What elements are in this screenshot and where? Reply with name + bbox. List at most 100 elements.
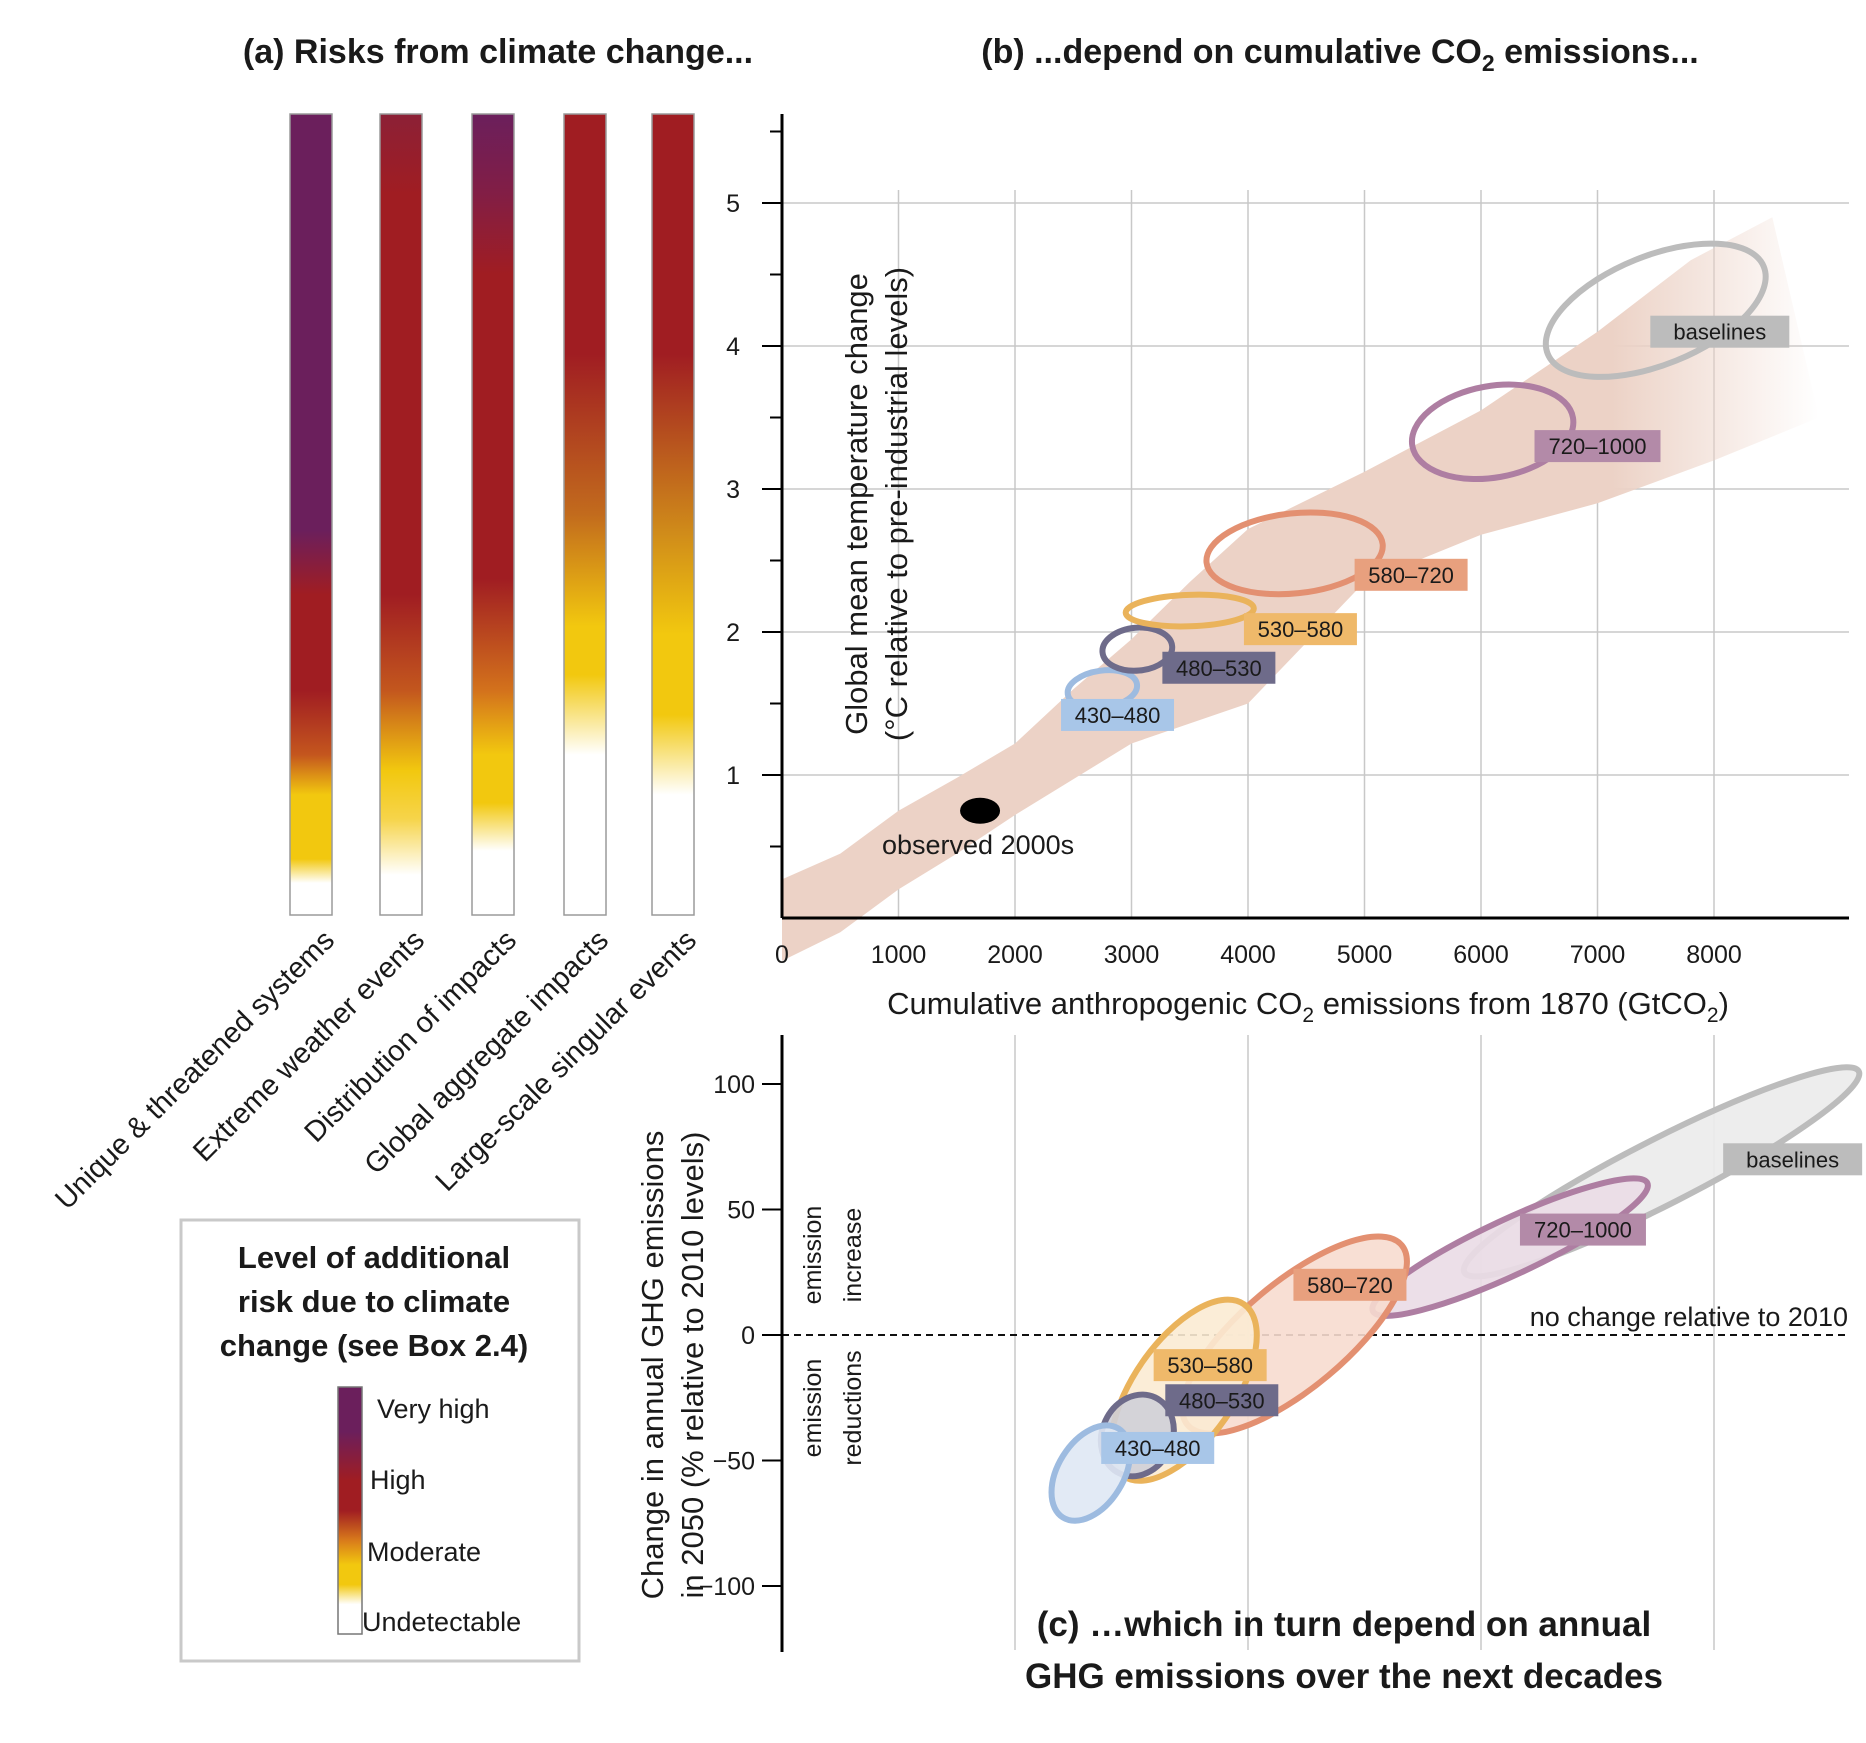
- panel-c-ytick-0: 0: [741, 1322, 755, 1350]
- panel-b-xtick-3000: 3000: [1104, 941, 1160, 969]
- label-bg-c-580–720: [1293, 1268, 1407, 1301]
- label-bg-b-430–480: [1061, 698, 1175, 731]
- label-bg-b-530–580: [1243, 613, 1357, 646]
- panel-b-xlabel-sub: 2: [1302, 1004, 1314, 1027]
- risk-level-very-high: Very high: [377, 1394, 490, 1424]
- label-text-c-720–1000: 720–1000: [1534, 1218, 1632, 1243]
- label-c-480–530: 480–530: [1165, 1384, 1279, 1417]
- panel-b-title-sub: 2: [1482, 50, 1495, 76]
- label-bg-b-baselines: [1650, 315, 1790, 348]
- label-c-720–1000: 720–1000: [1519, 1213, 1646, 1246]
- label-text-b-430–480: 430–480: [1075, 703, 1161, 728]
- panel-b-ytick-4: 4: [726, 333, 740, 361]
- panel-b-ytick-2: 2: [726, 619, 740, 647]
- label-bg-c-baselines: [1723, 1143, 1863, 1176]
- panel-b-ytick-3: 3: [726, 476, 740, 504]
- panel-b-title-post: emissions...: [1495, 33, 1699, 71]
- panel-b-x-ticks: 0 1000 2000 3000 4000 5000 6000 7000 8000: [775, 941, 1742, 969]
- risk-legend-title-line2: risk due to climate: [238, 1284, 510, 1319]
- risk-legend-colorbar: [337, 1386, 363, 1635]
- risk-level-high: High: [370, 1465, 426, 1495]
- label-text-b-580–720: 580–720: [1368, 563, 1454, 588]
- panel-b-ylabel-line2: (°C relative to pre-industrial levels): [879, 267, 914, 741]
- panel-b-ellipse-baselines: [1542, 240, 1769, 380]
- panel-b-scenario-labels: 430–480 480–530 530–580 580–720 720–1000 base…: [1061, 315, 1790, 731]
- risk-legend-frame: [179, 1218, 581, 1663]
- panel-b-ellipse-720–1000: [1408, 381, 1577, 483]
- emission-reductions-line1: emission: [799, 1359, 827, 1458]
- label-b-430–480: 430–480: [1061, 698, 1175, 731]
- panel-b-xtick-5000: 5000: [1337, 941, 1393, 969]
- emission-increase-line1: emission: [799, 1206, 827, 1305]
- risk-bar-2: [471, 113, 515, 916]
- emission-reductions-line2: reductions: [839, 1350, 867, 1465]
- panel-b-ytick-5: 5: [726, 190, 740, 218]
- label-bg-b-720–1000: [1534, 430, 1661, 463]
- risk-legend: Level of additional risk due to climate …: [179, 1218, 581, 1663]
- panel-b-xtick-7000: 7000: [1570, 941, 1626, 969]
- label-text-c-430–480: 430–480: [1115, 1436, 1201, 1461]
- panel-b-ylabel-line1: Global mean temperature change: [839, 273, 874, 735]
- panel-c-title-line1: (c) …which in turn depend on annual: [1037, 1605, 1651, 1644]
- panel-c-ylabel-line1: Change in annual GHG emissions: [635, 1131, 670, 1600]
- panel-b-xtick-8000: 8000: [1686, 941, 1742, 969]
- panel-c-ytick--50: −50: [713, 1448, 755, 1476]
- panel-b-plot: observed 2000s 430–480 480–530 530–580 580–…: [726, 114, 1849, 969]
- label-c-530–580: 530–580: [1153, 1349, 1267, 1382]
- risk-bar-1: [379, 113, 423, 916]
- panel-b-y-ticks: 1 2 3 4 5: [726, 130, 782, 848]
- panel-a-title: (a) Risks from climate change...: [243, 33, 753, 71]
- panel-b-ellipse-580–720: [1203, 509, 1386, 598]
- panel-b-xlabel: Cumulative anthropogenic CO2 emissions f…: [887, 986, 1729, 1027]
- label-text-c-580–720: 580–720: [1307, 1273, 1393, 1298]
- panel-b-xtick-0: 0: [775, 941, 789, 969]
- panel-b-title-pre: (b) ...depend on cumulative CO: [981, 33, 1482, 71]
- label-bg-b-480–530: [1162, 651, 1276, 684]
- risk-level-undetectable: Undetectable: [362, 1607, 521, 1637]
- label-bg-c-530–580: [1153, 1349, 1267, 1382]
- panel-b-xtick-1000: 1000: [871, 941, 927, 969]
- label-b-530–580: 530–580: [1243, 613, 1357, 646]
- panel-b-xlabel-mid: emissions from 1870 (GtCO: [1314, 986, 1707, 1021]
- panel-b-ellipse-480–530: [1099, 624, 1176, 674]
- panel-b-title: (b) ...depend on cumulative CO2 emission…: [981, 33, 1698, 76]
- panel-c-plot: no change relative to 2010 430–480 480–53…: [699, 1035, 1863, 1652]
- risk-legend-title-line3: change (see Box 2.4): [220, 1328, 528, 1363]
- risk-bar-3: [563, 113, 607, 916]
- label-b-580–720: 580–720: [1354, 558, 1468, 591]
- risk-bar-4: [651, 113, 695, 916]
- panel-b-xlabel-sub2: 2: [1707, 1004, 1719, 1027]
- panel-c-ytick--100: −100: [699, 1573, 755, 1601]
- panel-c-scenario-labels: 430–480 480–530 530–580 580–720 720–1000 base…: [1101, 1143, 1863, 1464]
- no-change-label: no change relative to 2010: [1530, 1302, 1848, 1332]
- panel-b-xtick-2000: 2000: [987, 941, 1043, 969]
- label-bg-c-430–480: [1101, 1431, 1215, 1464]
- label-b-480–530: 480–530: [1162, 651, 1276, 684]
- panel-b-ellipses: [1064, 240, 1769, 712]
- risk-bar-0: [289, 113, 333, 916]
- panel-b-xlabel-pre: Cumulative anthropogenic CO: [887, 986, 1302, 1021]
- label-text-b-baselines: baselines: [1673, 320, 1766, 345]
- observed-2000s-label: observed 2000s: [882, 830, 1074, 860]
- risk-bars: [289, 113, 695, 916]
- label-c-430–480: 430–480: [1101, 1431, 1215, 1464]
- panel-c-ytick-100: 100: [713, 1071, 755, 1099]
- panel-c-ylabel-line2: in 2050 (% relative to 2010 levels): [675, 1132, 710, 1599]
- panel-c-ytick-50: 50: [727, 1197, 755, 1225]
- uncertainty-band: [782, 217, 1819, 961]
- panel-b-xtick-4000: 4000: [1220, 941, 1276, 969]
- label-text-b-530–580: 530–580: [1258, 617, 1344, 642]
- panel-b-ellipse-530–580: [1122, 591, 1257, 630]
- label-text-b-480–530: 480–530: [1176, 656, 1262, 681]
- panel-c-y-ticks: 100 50 0 −50 −100: [699, 1071, 782, 1601]
- label-b-720–1000: 720–1000: [1534, 430, 1661, 463]
- label-bg-c-480–530: [1165, 1384, 1279, 1417]
- panel-c-title-line2: GHG emissions over the next decades: [1025, 1657, 1663, 1696]
- panel-b-ytick-1: 1: [726, 762, 740, 790]
- label-text-c-baselines: baselines: [1746, 1147, 1839, 1172]
- label-text-c-530–580: 530–580: [1167, 1353, 1253, 1378]
- panel-b-xtick-6000: 6000: [1453, 941, 1509, 969]
- label-c-baselines: baselines: [1723, 1143, 1863, 1176]
